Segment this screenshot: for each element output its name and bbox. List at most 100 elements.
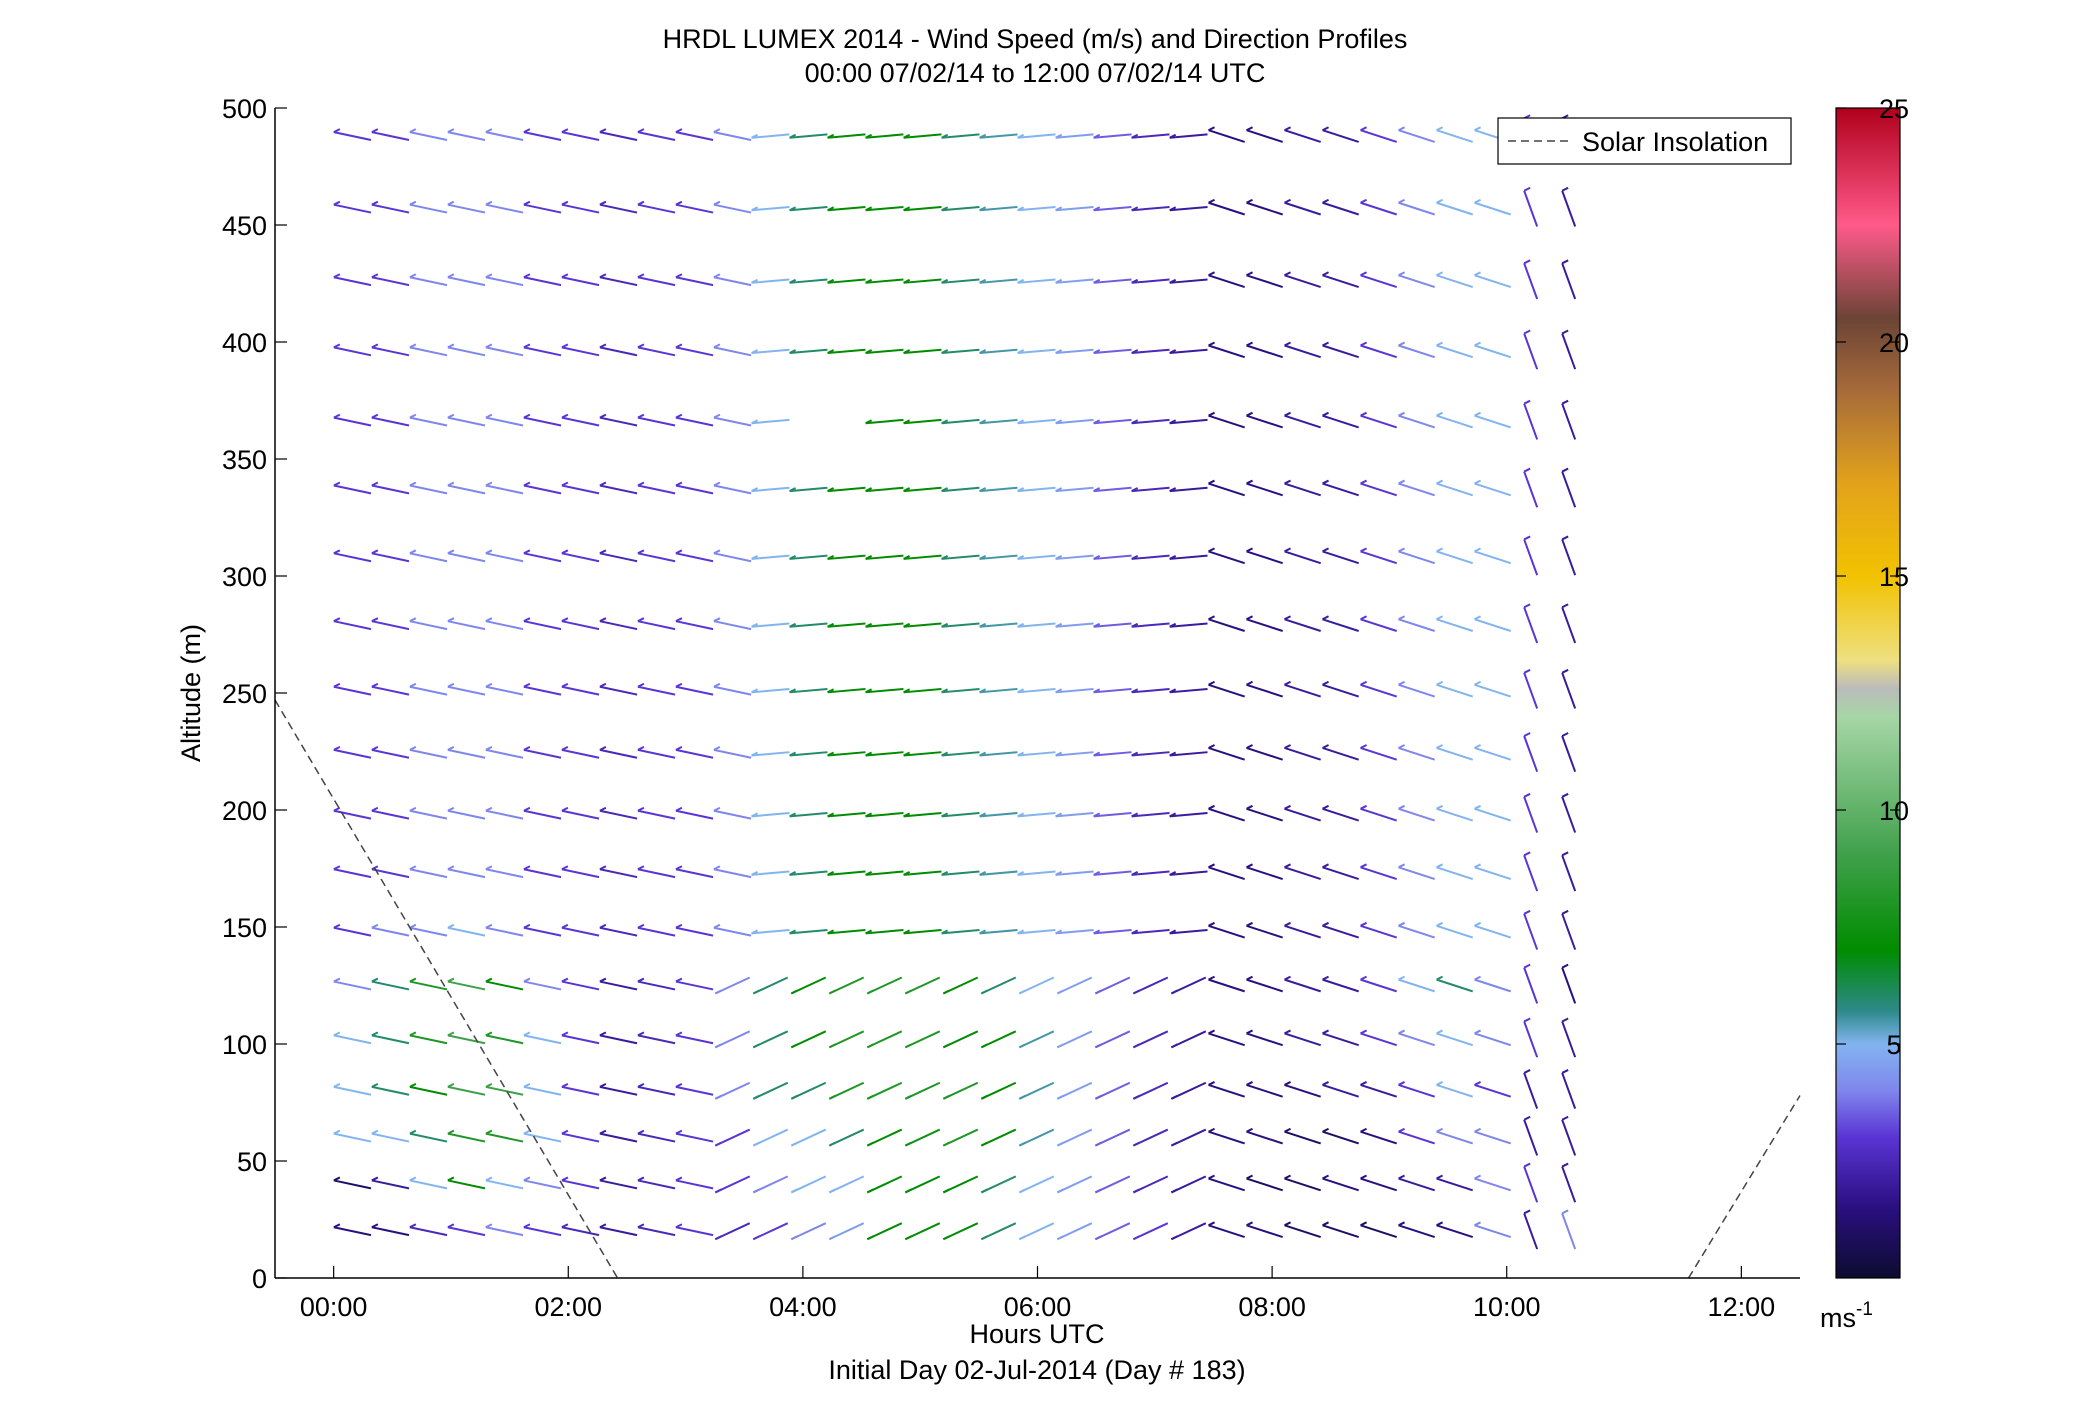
wind-barb — [1398, 615, 1436, 632]
wind-barb — [1093, 486, 1132, 493]
wind-barb — [1523, 186, 1539, 227]
wind-barb — [637, 745, 676, 759]
wind-barb — [904, 1222, 941, 1241]
wind-barb — [561, 273, 600, 287]
colorbar-tick-label: 10 — [1879, 796, 1909, 826]
y-tick-label: 500 — [222, 94, 267, 124]
wind-barb — [675, 977, 714, 991]
wind-barb — [561, 1031, 600, 1045]
wind-barb — [485, 617, 524, 631]
wind-barb — [1131, 554, 1170, 560]
wind-barb — [865, 870, 904, 876]
wind-barb — [637, 549, 676, 563]
wind-barb — [1322, 198, 1360, 216]
wind-barb — [637, 128, 676, 142]
wind-barb — [1170, 1175, 1207, 1194]
wind-barb — [1093, 348, 1132, 355]
wind-barb — [1398, 479, 1436, 497]
wind-barb — [751, 751, 790, 757]
wind-barb — [561, 682, 600, 696]
wind-barb — [447, 1129, 486, 1143]
y-tick-label: 200 — [222, 796, 267, 826]
wind-barb — [333, 977, 372, 991]
wind-barb — [599, 977, 638, 991]
wind-barb — [751, 929, 790, 935]
wind-barb — [561, 1176, 600, 1190]
wind-barb — [1474, 479, 1512, 497]
wind-barb — [1284, 1221, 1321, 1239]
wind-barb — [1360, 1081, 1398, 1098]
wind-barb — [1055, 278, 1094, 284]
wind-barb — [371, 977, 410, 991]
wind-barb — [599, 1031, 638, 1045]
wind-barb — [409, 977, 448, 991]
wind-barb — [1055, 554, 1094, 560]
wind-barb — [371, 273, 410, 287]
wind-barb — [637, 343, 676, 357]
wind-barb — [714, 1030, 751, 1049]
colorbar-ticks: 5 10 15 20 25 — [1836, 94, 1909, 1060]
wind-barb — [1169, 486, 1208, 493]
wind-barb — [409, 745, 448, 759]
wind-barb — [371, 481, 410, 495]
wind-barb — [714, 1081, 751, 1100]
wind-barb — [637, 413, 676, 427]
wind-barb — [866, 976, 903, 995]
wind-barb — [1436, 975, 1474, 993]
wind-barb — [1436, 921, 1474, 939]
wind-barb — [1093, 812, 1132, 818]
wind-barb — [1093, 688, 1132, 694]
wind-barb — [523, 806, 562, 820]
wind-barb — [1284, 680, 1321, 698]
wind-barb — [1561, 535, 1577, 576]
wind-barb — [789, 486, 828, 493]
wind-barb — [1474, 271, 1512, 288]
wind-barb — [866, 1175, 903, 1194]
wind-barb — [752, 1030, 789, 1049]
wind-barb — [752, 1175, 789, 1194]
wind-barb — [1017, 348, 1056, 355]
x-axis-label: Hours UTC — [969, 1319, 1104, 1349]
wind-barb — [1474, 1127, 1512, 1145]
wind-barb — [1055, 348, 1094, 355]
wind-barb — [561, 200, 600, 214]
wind-barb — [903, 870, 942, 876]
wind-barb — [1170, 1222, 1207, 1241]
wind-barb — [713, 200, 752, 214]
wind-barb — [1131, 929, 1170, 935]
wind-barb — [1169, 554, 1208, 560]
wind-barb — [523, 128, 562, 142]
wind-barb — [447, 617, 486, 631]
wind-barb — [904, 1030, 941, 1049]
wind-barb — [1017, 418, 1056, 425]
wind-barb — [371, 923, 410, 937]
wind-barb — [523, 682, 562, 696]
wind-barb — [751, 688, 790, 694]
wind-barb — [333, 343, 372, 357]
wind-barb — [980, 976, 1017, 995]
wind-barb — [1131, 486, 1170, 493]
wind-barb — [561, 1082, 600, 1096]
wind-barb — [1017, 554, 1056, 560]
wind-barb — [1322, 975, 1360, 993]
wind-barb — [1474, 1029, 1512, 1047]
wind-barb — [485, 343, 524, 357]
wind-barb — [637, 481, 676, 495]
wind-barb — [713, 128, 752, 142]
wind-barb — [447, 682, 486, 696]
wind-barb — [865, 688, 904, 694]
wind-barb — [1132, 1222, 1169, 1241]
wind-barb — [904, 1128, 941, 1147]
wind-barb — [371, 682, 410, 696]
wind-barb — [1246, 271, 1283, 288]
wind-barb — [865, 133, 904, 139]
wind-barb — [1246, 1081, 1283, 1098]
wind-barb — [789, 870, 828, 876]
wind-barb — [1017, 133, 1056, 139]
wind-barb — [789, 554, 828, 560]
wind-barb — [789, 929, 828, 935]
wind-barb — [790, 1030, 827, 1049]
wind-barb — [1398, 271, 1436, 288]
wind-barb — [1322, 1029, 1360, 1047]
wind-barb — [1056, 1175, 1093, 1194]
